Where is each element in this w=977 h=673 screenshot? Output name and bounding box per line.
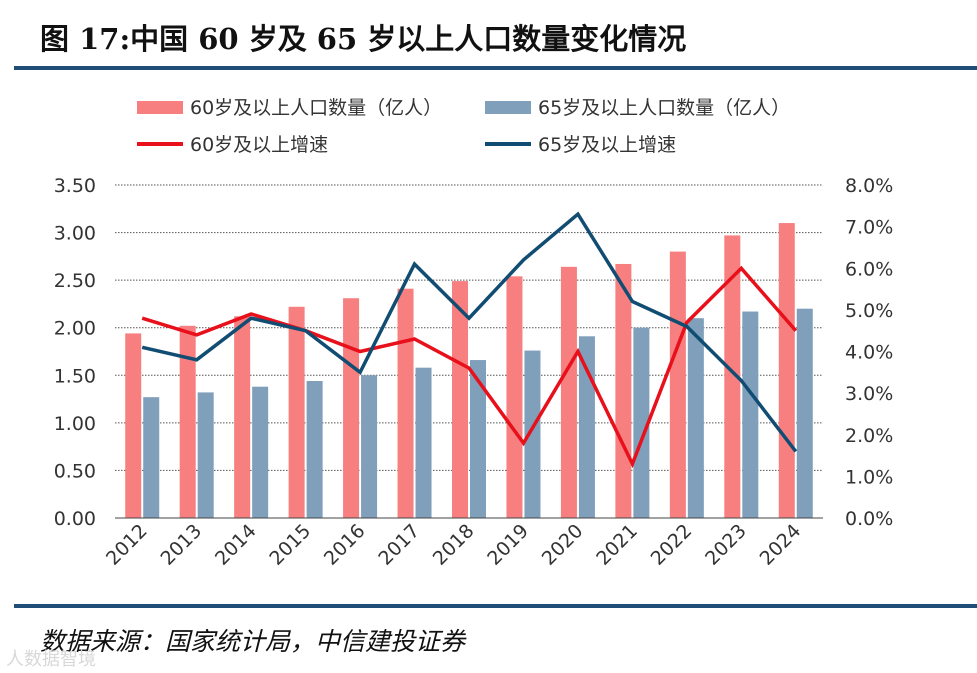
bar-65plus: [687, 318, 704, 518]
y-left-tick-label: 3.00: [54, 223, 96, 245]
legend-swatch: [137, 101, 183, 114]
x-tick-label: 2014: [211, 520, 261, 570]
y-left-tick-label: 1.50: [54, 365, 96, 387]
bar-65plus: [252, 386, 269, 518]
bar-60plus: [669, 251, 686, 518]
bar-65plus: [742, 311, 759, 518]
y-left-tick-label: 0.50: [54, 460, 96, 482]
bar-60plus: [343, 298, 360, 518]
x-tick-label: 2013: [156, 520, 206, 570]
bar-60plus: [778, 223, 795, 519]
legend-swatch: [485, 101, 531, 114]
y-right-tick-label: 3.0%: [845, 383, 893, 405]
legend-label: 65岁及以上增速: [538, 134, 676, 156]
chart-title: 图 17:中国 60 岁及 65 岁以上人口数量变化情况: [40, 22, 687, 56]
source-note: 数据来源：国家统计局，中信建投证券: [40, 627, 466, 656]
y-right-tick-label: 5.0%: [845, 300, 893, 322]
watermark: 人数据智境: [6, 649, 96, 670]
lines: [141, 211, 798, 469]
line-60plus-growth: [141, 265, 798, 469]
bar-65plus: [578, 336, 595, 518]
bars: [125, 223, 813, 519]
bar-60plus: [560, 266, 577, 518]
x-tick-label: 2015: [265, 520, 315, 570]
y-right-tick-label: 0.0%: [845, 508, 893, 530]
y-right-tick-label: 7.0%: [845, 217, 893, 239]
x-tick-label: 2024: [756, 520, 806, 570]
grid: [115, 184, 823, 471]
y-left-tick-label: 0.00: [54, 508, 96, 530]
bar-65plus: [306, 380, 323, 518]
bar-65plus: [633, 327, 650, 518]
y-left-tick-label: 3.50: [54, 175, 96, 197]
legend-label: 65岁及以上人口数量（亿人）: [538, 97, 790, 119]
bar-60plus: [288, 306, 305, 518]
bar-60plus: [234, 316, 251, 518]
bar-65plus: [415, 367, 432, 518]
bar-60plus: [179, 325, 196, 518]
legend: 60岁及以上人口数量（亿人） 65岁及以上人口数量（亿人） 60岁及以上增速 65岁及…: [137, 97, 790, 156]
bottom-divider: [14, 604, 977, 608]
top-divider: [14, 66, 977, 70]
y-left-tick-label: 1.00: [54, 413, 96, 435]
x-tick-label: 2023: [701, 520, 751, 570]
bar-60plus: [724, 235, 741, 518]
bar-65plus: [197, 392, 214, 518]
y-left-tick-label: 2.50: [54, 270, 96, 292]
bar-60plus: [452, 281, 468, 518]
x-tick-label: 2019: [483, 520, 533, 570]
legend-label: 60岁及以上增速: [190, 134, 328, 156]
x-tick-label: 2022: [647, 520, 697, 570]
x-tick-label: 2017: [374, 520, 424, 570]
x-tick-label: 2018: [429, 520, 479, 570]
bar-60plus: [125, 333, 142, 518]
bar-60plus: [615, 263, 632, 518]
x-tick-label: 2021: [592, 520, 642, 570]
line-65plus-growth: [141, 211, 798, 453]
bar-60plus: [506, 276, 523, 518]
y-right-tick-label: 6.0%: [845, 258, 893, 280]
bar-60plus: [397, 288, 414, 518]
y-right-tick-label: 1.0%: [845, 466, 893, 488]
y-right-tick-label: 4.0%: [845, 342, 893, 364]
bar-65plus: [143, 397, 160, 518]
bar-65plus: [796, 308, 813, 518]
y-left-tick-label: 2.00: [54, 318, 96, 340]
bar-65plus: [361, 375, 378, 518]
x-tick-label: 2012: [102, 520, 152, 570]
y-right-tick-label: 8.0%: [845, 175, 893, 197]
legend-label: 60岁及以上人口数量（亿人）: [190, 97, 442, 119]
bar-65plus: [470, 360, 486, 518]
bar-65plus: [524, 350, 541, 518]
y-right-tick-label: 2.0%: [845, 425, 893, 447]
x-tick-label: 2020: [538, 520, 588, 570]
x-tick-label: 2016: [320, 520, 370, 570]
